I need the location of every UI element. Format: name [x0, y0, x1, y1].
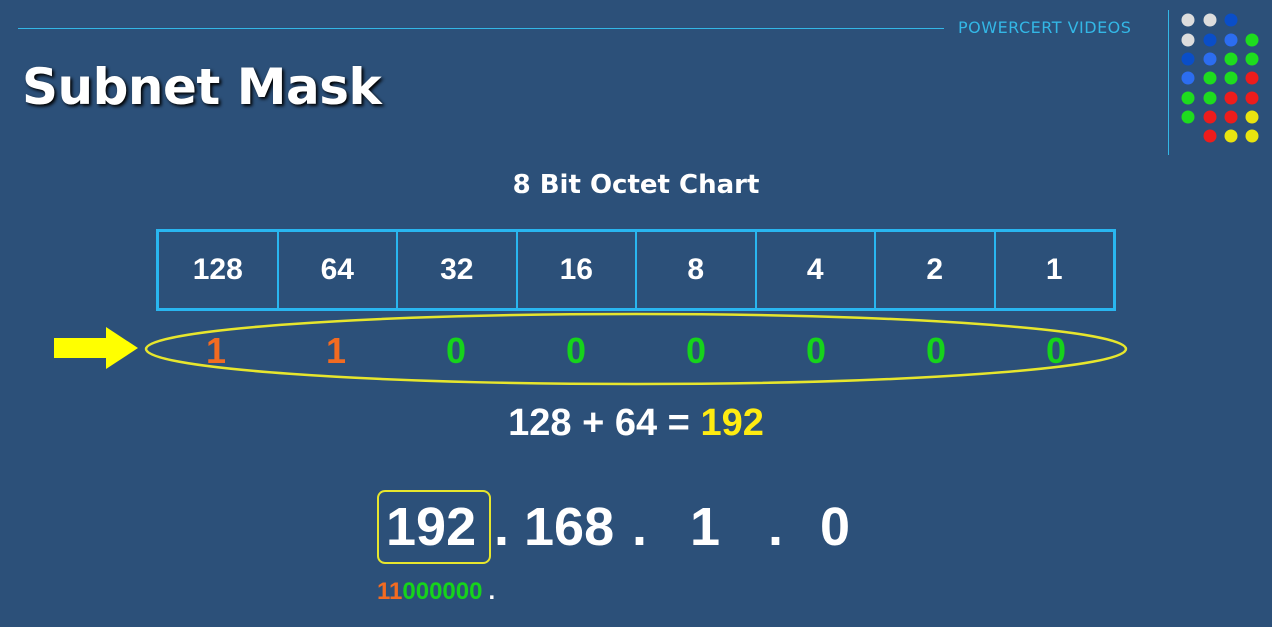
logo-dot — [1245, 129, 1259, 143]
logo-dot — [1245, 33, 1259, 47]
logo-dot — [1224, 33, 1238, 47]
binary-zeros: 000000 — [402, 578, 483, 605]
logo-dot — [1181, 110, 1195, 124]
binary-dot: . — [488, 578, 496, 605]
octet-value-table: 128 64 32 16 8 4 2 1 — [156, 229, 1116, 311]
ip-octet-2: 168 — [524, 497, 615, 557]
bit-16: 0 — [565, 330, 587, 371]
logo-dot — [1224, 110, 1238, 124]
page-title: Subnet Mask — [22, 58, 382, 116]
ip-octet-1: 192 — [386, 497, 477, 557]
sum-expression: 128 + 64 = — [508, 402, 690, 444]
logo-dot — [1245, 110, 1259, 124]
ip-dot-3: . — [768, 497, 784, 557]
logo-dot — [1224, 13, 1238, 27]
ip-octet-3: 1 — [690, 497, 721, 557]
bit-8: 0 — [685, 330, 707, 371]
logo-dot — [1181, 13, 1195, 27]
logo-divider — [1168, 10, 1169, 155]
logo-dot — [1203, 91, 1217, 105]
octet-cell-32: 32 — [398, 232, 518, 308]
logo-dot — [1181, 91, 1195, 105]
bit-row-highlight-ellipse — [144, 312, 1128, 386]
logo-dot — [1203, 71, 1217, 85]
octet-cell-1: 1 — [1045, 253, 1063, 286]
octet-cell-64: 64 — [279, 232, 398, 308]
logo-dot — [1181, 52, 1195, 66]
ip-dot-1: . — [494, 497, 510, 557]
logo-dot — [1224, 91, 1238, 105]
bit-64: 1 — [325, 330, 347, 371]
octet-cell-8: 8 — [637, 232, 757, 308]
binary-ones: 11 — [377, 578, 403, 605]
logo-dot — [1203, 13, 1217, 27]
sum-result: 192 — [700, 402, 764, 444]
first-octet-highlight-box — [377, 490, 491, 564]
logo-dot — [1224, 71, 1238, 85]
chart-title: 8 Bit Octet Chart — [512, 170, 760, 200]
logo-dot — [1224, 52, 1238, 66]
brand-name: POWERCERT VIDEOS — [958, 18, 1132, 37]
ip-octet-4: 0 — [820, 497, 851, 557]
logo-dot — [1245, 52, 1259, 66]
octet-cell-4: 4 — [757, 232, 876, 308]
logo-dot — [1203, 110, 1217, 124]
bit-4: 0 — [805, 330, 827, 371]
octet-cell-16: 16 — [518, 232, 637, 308]
logo-dot — [1203, 52, 1217, 66]
logo-dot — [1203, 129, 1217, 143]
logo-dot — [1203, 33, 1217, 47]
bit-1: 0 — [1045, 330, 1067, 371]
logo-dot — [1245, 91, 1259, 105]
bit-128: 1 — [205, 330, 227, 371]
logo-dot — [1181, 33, 1195, 47]
logo-dot — [1245, 71, 1259, 85]
header-rule — [18, 28, 944, 29]
ip-dot-2: . — [632, 497, 648, 557]
bit-row: 1 1 0 0 0 0 0 0 — [156, 326, 1116, 376]
sum-equation: 128 + 64 = 192 — [0, 402, 1272, 445]
logo-dot — [1224, 129, 1238, 143]
logo-dot — [1181, 71, 1195, 85]
bit-2: 0 — [925, 330, 947, 371]
octet-cell-128: 128 — [159, 232, 279, 308]
octet-cell-2: 2 — [876, 232, 996, 308]
binary-octet: 11000000. — [377, 578, 495, 606]
dot-grid-logo-icon — [1181, 13, 1259, 143]
bit-32: 0 — [445, 330, 467, 371]
right-arrow-icon — [54, 327, 138, 369]
